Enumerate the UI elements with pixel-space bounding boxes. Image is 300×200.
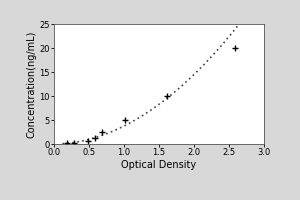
X-axis label: Optical Density: Optical Density	[122, 160, 196, 170]
Y-axis label: Concentration(ng/mL): Concentration(ng/mL)	[27, 30, 37, 138]
